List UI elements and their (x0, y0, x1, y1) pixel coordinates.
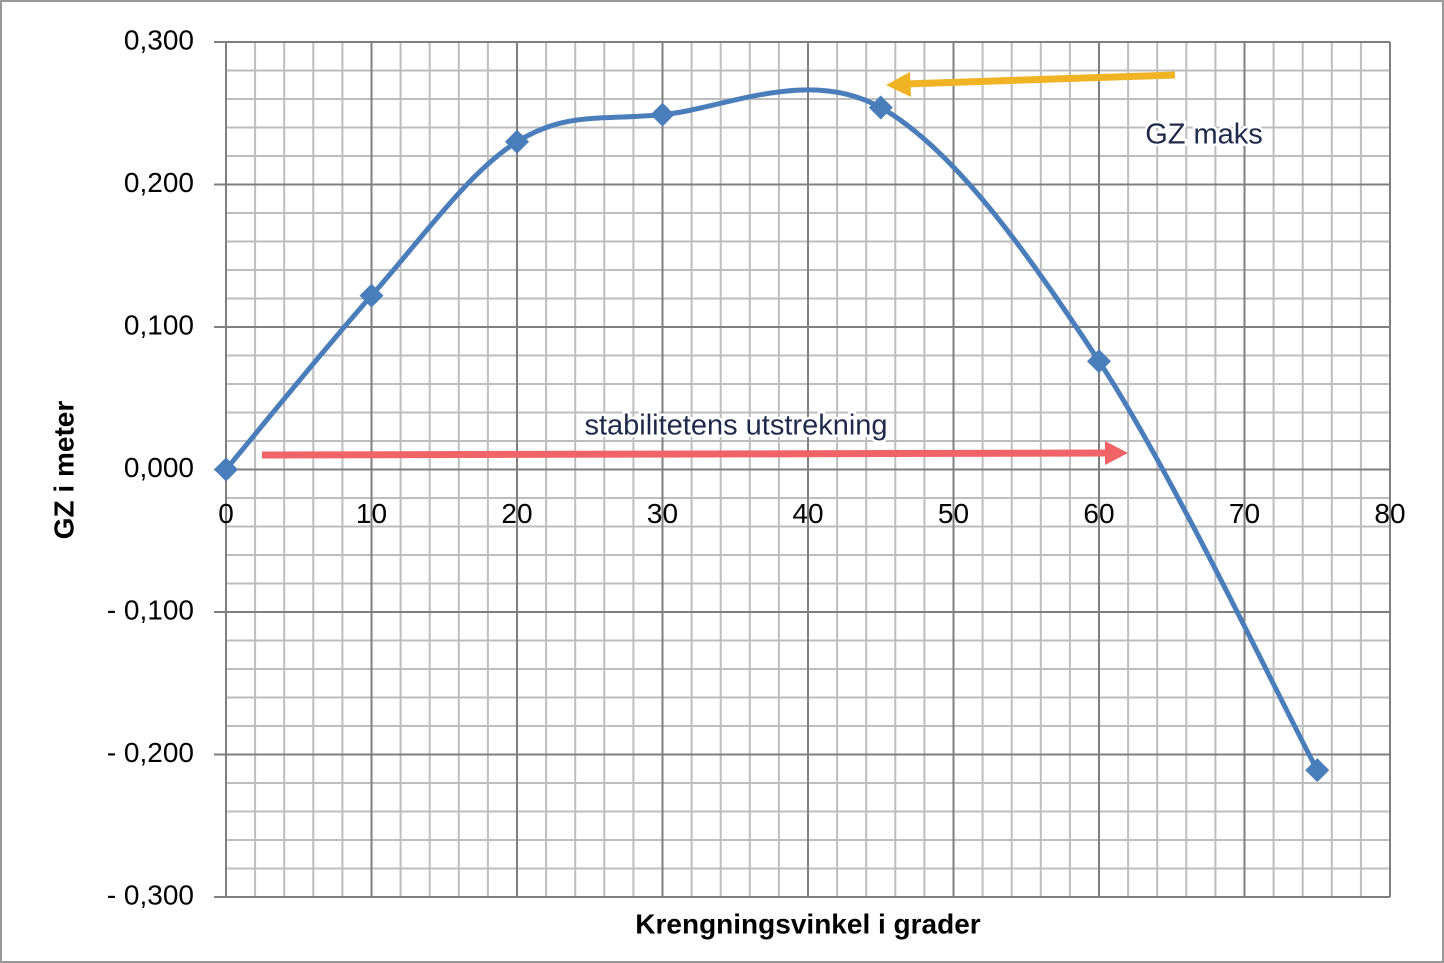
annotation: GZ maks (1145, 119, 1263, 151)
y-tick-label: - 0,300 (107, 879, 194, 910)
arrow-head (886, 72, 911, 97)
marker (214, 457, 238, 482)
y-tick-label: - 0,100 (107, 594, 194, 625)
arrow (261, 449, 1109, 459)
y-tick-label: - 0,200 (107, 737, 194, 768)
x-tick-label: 10 (356, 498, 387, 529)
marker (1087, 349, 1111, 374)
marker (868, 95, 893, 120)
arrow (904, 71, 1176, 88)
y-tick-label: 0,300 (124, 24, 194, 55)
grid (214, 41, 1391, 898)
x-tick-label: 60 (1083, 498, 1114, 529)
y-axis-title: GZ i meter (48, 401, 79, 540)
x-tick-label: 80 (1374, 498, 1405, 529)
marker (505, 129, 529, 154)
x-tick-label: 50 (938, 498, 969, 529)
x-tick-label: 30 (647, 498, 678, 529)
x-axis-title: Krengningsvinkel i grader (635, 908, 981, 939)
x-tick-label: 40 (792, 498, 823, 529)
marker (650, 102, 675, 127)
annotation: stabilitetens utstrekning (584, 410, 887, 442)
x-tick-label: 70 (1229, 498, 1260, 529)
marker (359, 283, 384, 308)
y-tick-label: 0,200 (124, 167, 194, 198)
x-tick-label: 20 (501, 498, 532, 529)
y-tick-label: 0,000 (124, 452, 194, 483)
marker (1305, 758, 1330, 783)
y-tick-label: 0,100 (124, 309, 194, 340)
arrow-head (1105, 441, 1128, 465)
x-tick-label: 0 (218, 498, 234, 529)
